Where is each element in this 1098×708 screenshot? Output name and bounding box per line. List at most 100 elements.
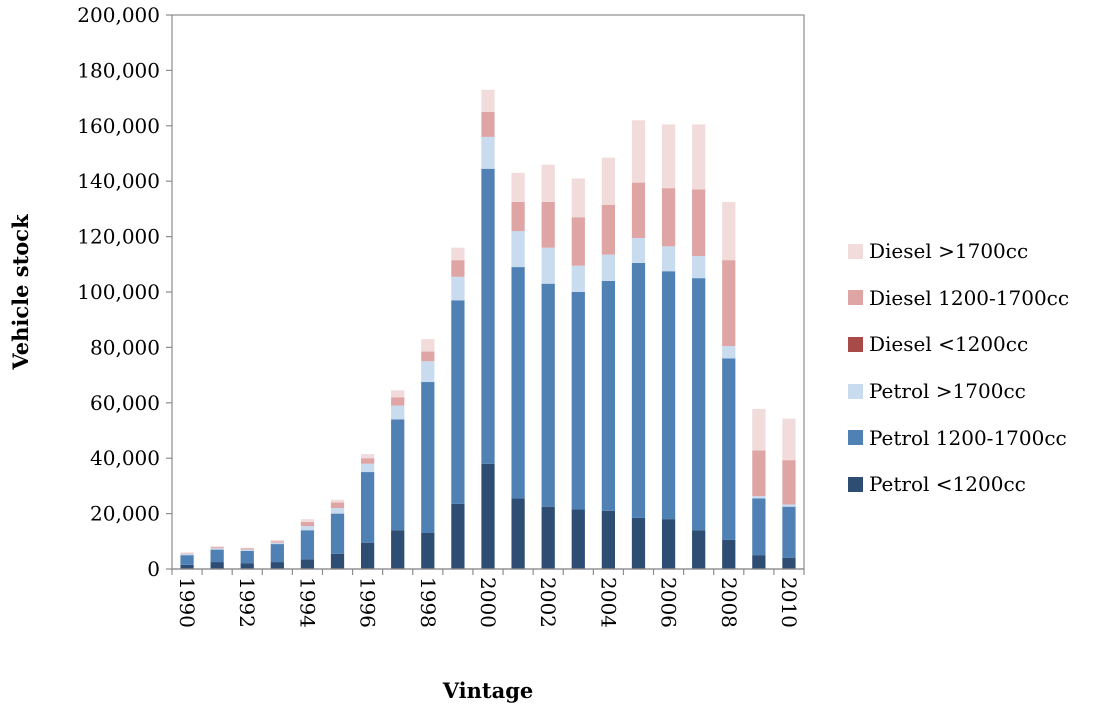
bar-segment xyxy=(782,557,796,569)
bar-segment xyxy=(752,555,766,569)
bar-segment xyxy=(631,182,646,238)
bar-segment xyxy=(360,463,375,473)
bar-segment xyxy=(481,463,495,569)
legend-label: Petrol 1200-1700cc xyxy=(869,425,1067,450)
bar-segment xyxy=(601,254,616,281)
legend-item: Petrol <1200cc xyxy=(848,461,1093,508)
bar-segment xyxy=(601,510,616,569)
y-tick-label: 80,000 xyxy=(90,335,160,359)
y-tick-label: 60,000 xyxy=(90,391,160,415)
bar-segment xyxy=(631,237,646,263)
x-tick-label: 2010 xyxy=(777,577,801,628)
bar-segment xyxy=(752,408,766,451)
bar-segment xyxy=(330,502,345,509)
bar-segment xyxy=(360,458,375,464)
bar-segment xyxy=(330,553,345,569)
bar-segment xyxy=(360,542,375,569)
bar-segment xyxy=(722,358,736,540)
bar-segment xyxy=(511,231,525,268)
legend-item: Diesel <1200cc xyxy=(848,321,1093,368)
bar-segment xyxy=(601,204,616,255)
bar-segment xyxy=(270,544,284,563)
bar-segment xyxy=(601,157,616,205)
bar-segment xyxy=(571,217,585,266)
bar-segment xyxy=(511,498,525,569)
legend-swatch xyxy=(848,243,863,259)
bar-segment xyxy=(451,276,465,301)
bar-segment xyxy=(391,390,405,398)
bar-segment xyxy=(601,280,616,511)
bar-segment xyxy=(481,89,495,112)
bar-segment xyxy=(661,519,676,569)
y-tick-label: 200,000 xyxy=(77,3,160,27)
bar-segment xyxy=(360,472,375,543)
x-axis-title: Vintage xyxy=(442,678,534,703)
x-tick-label: 2002 xyxy=(536,577,560,628)
y-tick-label: 160,000 xyxy=(77,114,160,138)
bar-segment xyxy=(661,188,676,247)
legend-label: Diesel <1200cc xyxy=(869,332,1029,357)
bar-segment xyxy=(300,521,315,527)
legend-swatch xyxy=(848,336,863,352)
legend-label: Petrol <1200cc xyxy=(869,472,1026,497)
bar-segment xyxy=(722,539,736,569)
bar-segment xyxy=(391,419,405,531)
bar-segment xyxy=(270,562,284,569)
bar-segment xyxy=(210,547,224,549)
bar-segment xyxy=(210,549,224,563)
bar-segment xyxy=(541,506,555,569)
legend-item: Diesel 1200-1700cc xyxy=(848,275,1093,322)
bar-segment xyxy=(692,278,706,531)
bar-segment xyxy=(210,548,224,550)
bar-segment xyxy=(300,530,315,560)
bar-segment xyxy=(661,246,676,272)
bar-segment xyxy=(300,559,315,569)
x-tick-label: 2004 xyxy=(596,577,620,628)
bar-segment xyxy=(541,201,555,248)
x-tick-label: 2000 xyxy=(476,577,500,628)
bar-segment xyxy=(631,517,646,569)
bar-segment xyxy=(631,262,646,518)
bars xyxy=(180,89,796,569)
bar-segment xyxy=(782,506,796,558)
bar-segment xyxy=(210,562,224,569)
bar-segment xyxy=(782,418,796,461)
legend-swatch xyxy=(848,290,863,306)
bar-segment xyxy=(631,120,646,183)
bar-segment xyxy=(421,382,435,533)
bar-segment xyxy=(270,541,284,543)
bar-segment xyxy=(240,550,254,564)
bar-segment xyxy=(240,549,254,551)
y-tick-label: 100,000 xyxy=(77,280,160,304)
bar-segment xyxy=(481,136,495,169)
bar-segment xyxy=(692,255,706,279)
bar-segment xyxy=(180,552,194,554)
bar-segment xyxy=(481,111,495,137)
bar-segment xyxy=(180,555,194,565)
bar-segment xyxy=(571,178,585,218)
bar-segment xyxy=(300,519,315,522)
bar-segment xyxy=(782,504,796,507)
x-tick-label: 1992 xyxy=(235,577,259,628)
bar-segment xyxy=(722,346,736,359)
bar-segment xyxy=(360,454,375,459)
bar-segment xyxy=(210,546,224,548)
y-tick-label: 0 xyxy=(147,557,160,581)
legend-item: Petrol >1700cc xyxy=(848,368,1093,415)
bar-segment xyxy=(752,496,766,499)
x-tick-label: 2008 xyxy=(717,577,741,628)
y-axis-title: Vehicle stock xyxy=(8,214,33,371)
bar-segment xyxy=(782,460,796,505)
legend-swatch xyxy=(848,383,863,399)
bar-segment xyxy=(692,124,706,190)
y-axis-ticks: 0 20,000 40,000 60,000 80,000 100,000 120,000 1… xyxy=(77,3,172,581)
x-tick-label: 1990 xyxy=(175,577,199,628)
bar-segment xyxy=(451,503,465,569)
legend-label: Petrol >1700cc xyxy=(869,379,1026,404)
y-tick-label: 40,000 xyxy=(90,446,160,470)
bar-segment xyxy=(722,260,736,347)
bar-segment xyxy=(451,247,465,261)
bar-segment xyxy=(300,526,315,531)
bar-segment xyxy=(661,271,676,520)
